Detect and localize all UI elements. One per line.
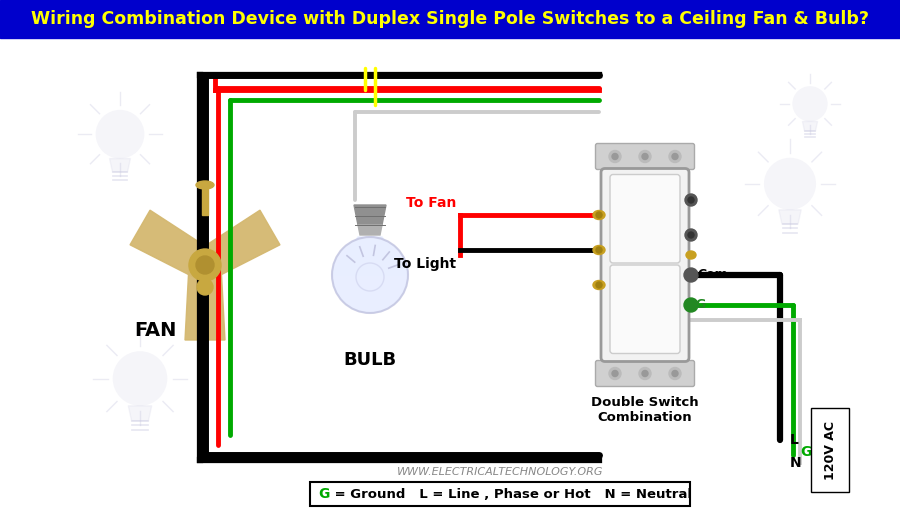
Polygon shape <box>803 122 817 131</box>
Polygon shape <box>778 210 801 224</box>
Text: WWW.ELECTRICALTECHNOLOGY.ORG: WWW.ELECTRICALTECHNOLOGY.ORG <box>397 467 603 477</box>
FancyBboxPatch shape <box>610 265 680 354</box>
Ellipse shape <box>196 181 214 189</box>
Ellipse shape <box>593 280 605 290</box>
Circle shape <box>669 150 681 162</box>
Polygon shape <box>130 210 213 279</box>
Circle shape <box>792 86 828 122</box>
Text: N: N <box>790 456 802 470</box>
Circle shape <box>688 197 694 203</box>
Circle shape <box>764 158 816 210</box>
Circle shape <box>639 150 651 162</box>
Text: FAN: FAN <box>134 320 176 340</box>
Circle shape <box>684 268 698 282</box>
Polygon shape <box>185 265 225 340</box>
Ellipse shape <box>593 211 605 219</box>
Circle shape <box>596 247 602 253</box>
Circle shape <box>688 232 694 238</box>
Circle shape <box>642 153 648 160</box>
Circle shape <box>112 351 167 406</box>
Circle shape <box>685 229 697 241</box>
FancyBboxPatch shape <box>601 168 689 361</box>
Text: To Light: To Light <box>394 257 456 271</box>
Circle shape <box>669 368 681 380</box>
Circle shape <box>685 194 697 206</box>
Circle shape <box>684 298 698 312</box>
Circle shape <box>609 150 621 162</box>
Circle shape <box>596 282 602 288</box>
Bar <box>202 185 208 215</box>
Polygon shape <box>354 205 386 225</box>
Circle shape <box>672 370 678 376</box>
Text: = Ground   L = Line , Phase or Hot   N = Neutral: = Ground L = Line , Phase or Hot N = Neu… <box>330 488 692 500</box>
Circle shape <box>609 368 621 380</box>
Bar <box>0 0 900 38</box>
Circle shape <box>95 110 144 159</box>
Text: L: L <box>790 433 799 447</box>
Circle shape <box>642 370 648 376</box>
Circle shape <box>196 256 214 274</box>
Text: To Fan: To Fan <box>406 196 456 210</box>
Circle shape <box>612 153 618 160</box>
Circle shape <box>612 370 618 376</box>
Polygon shape <box>358 225 382 235</box>
Text: BULB: BULB <box>344 351 397 369</box>
Polygon shape <box>332 237 408 275</box>
Polygon shape <box>197 210 280 279</box>
Circle shape <box>197 279 213 295</box>
FancyBboxPatch shape <box>610 175 680 263</box>
Ellipse shape <box>593 245 605 254</box>
Text: G: G <box>318 487 329 501</box>
Circle shape <box>672 153 678 160</box>
Circle shape <box>596 212 602 218</box>
Ellipse shape <box>686 251 696 259</box>
Circle shape <box>189 249 221 281</box>
Polygon shape <box>110 159 130 172</box>
Text: Com: Com <box>697 268 727 281</box>
Text: Double Switch
Combination: Double Switch Combination <box>591 396 698 424</box>
Polygon shape <box>129 406 152 421</box>
Circle shape <box>332 237 408 313</box>
Text: 120V AC: 120V AC <box>824 421 836 479</box>
Text: G: G <box>695 298 706 311</box>
Text: Wiring Combination Device with Duplex Single Pole Switches to a Ceiling Fan & Bu: Wiring Combination Device with Duplex Si… <box>31 10 869 28</box>
Bar <box>310 482 690 506</box>
Circle shape <box>639 368 651 380</box>
FancyBboxPatch shape <box>596 360 695 386</box>
FancyBboxPatch shape <box>596 144 695 170</box>
Text: G: G <box>800 445 812 459</box>
